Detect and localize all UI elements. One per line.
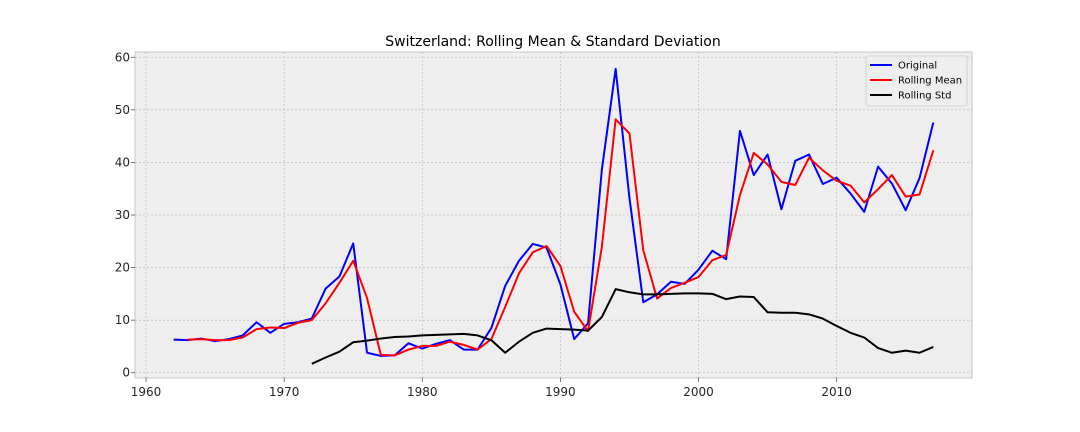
legend-box xyxy=(865,55,968,107)
legend-label-original: Original xyxy=(898,61,937,72)
x-tick-label: 1980 xyxy=(407,385,438,399)
x-tick-label: 2010 xyxy=(821,385,852,399)
y-tick-label: 30 xyxy=(115,208,130,222)
legend-label-rolling-std: Rolling Std xyxy=(898,91,951,102)
y-tick-label: 20 xyxy=(115,261,130,275)
y-tick-label: 60 xyxy=(115,50,130,64)
legend: Original Rolling Mean Rolling Std xyxy=(865,55,968,107)
x-tick-label: 1990 xyxy=(545,385,576,399)
series-line-rolling-std xyxy=(311,288,934,365)
grid xyxy=(135,52,972,378)
chart-title: Switzerland: Rolling Mean & Standard Dev… xyxy=(385,34,720,50)
legend-label-rolling-mean: Rolling Mean xyxy=(898,76,962,87)
x-axis: 1960 1970 1980 1990 2000 2010 xyxy=(131,378,852,399)
x-tick-label: 2000 xyxy=(683,385,714,399)
y-axis: 0 10 20 30 40 50 60 xyxy=(115,50,135,380)
x-tick-label: 1970 xyxy=(269,385,300,399)
x-tick-label: 1960 xyxy=(131,385,162,399)
y-tick-label: 40 xyxy=(115,155,130,169)
y-tick-label: 50 xyxy=(115,103,130,117)
series-line-rolling-mean xyxy=(187,118,935,357)
series-layer xyxy=(173,67,935,365)
y-tick-label: 0 xyxy=(122,366,130,380)
y-tick-label: 10 xyxy=(115,313,130,327)
